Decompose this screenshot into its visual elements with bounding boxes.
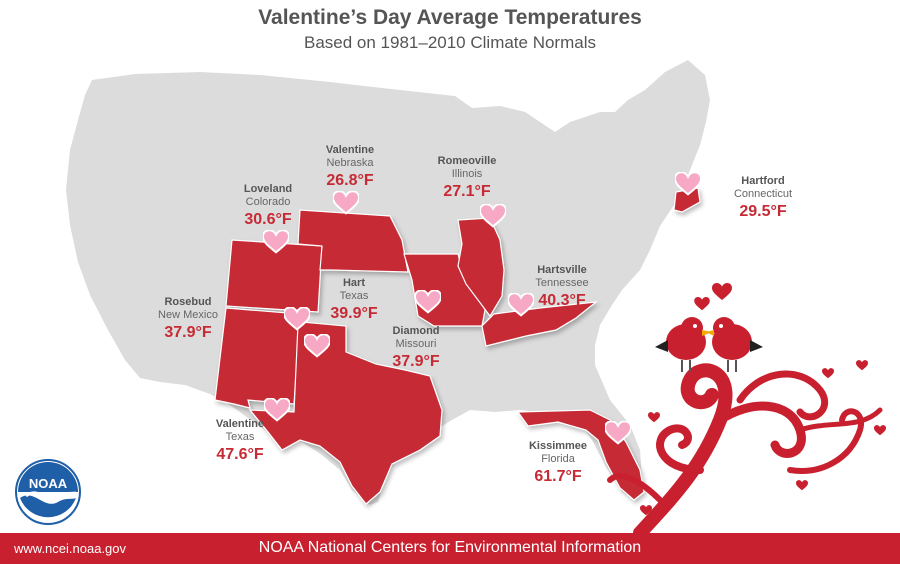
- location-label: Diamond Missouri 37.9°F: [392, 325, 440, 371]
- map-subtitle: Based on 1981–2010 Climate Normals: [303, 33, 596, 52]
- location-label: Loveland Colorado 30.6°F: [243, 183, 293, 229]
- location-label: Hartsville Tennessee 40.3°F: [535, 264, 589, 310]
- noaa-logo: NOAA: [15, 459, 81, 525]
- location-label: Valentine Nebraska 26.8°F: [325, 144, 375, 190]
- location-label: Hart Texas 39.9°F: [330, 277, 378, 323]
- footer-bar: www.ncei.noaa.gov NOAA National Centers …: [0, 533, 900, 564]
- location-label: Hartford Connecticut 29.5°F: [733, 175, 793, 221]
- map-title: Valentine’s Day Average Temperatures: [258, 6, 642, 29]
- state-colorado: [225, 239, 323, 313]
- state-tennessee: [481, 301, 598, 347]
- valentine-tree-decoration: [607, 363, 883, 533]
- footer-org: NOAA National Centers for Environmental …: [258, 539, 642, 556]
- location-label: Rosebud New Mexico 37.9°F: [158, 296, 218, 342]
- footer-url[interactable]: www.ncei.noaa.gov: [14, 541, 127, 556]
- location-label: Kissimmee Florida 61.7°F: [528, 440, 588, 486]
- state-texas: [248, 321, 443, 505]
- love-birds-decoration: [655, 317, 763, 372]
- us-map: [66, 60, 886, 533]
- state-illinois: [457, 217, 505, 318]
- location-label: Valentine Texas 47.6°F: [215, 418, 265, 464]
- svg-text:NOAA: NOAA: [29, 476, 68, 491]
- state-nebraska: [297, 209, 409, 273]
- location-label: Romeoville Illinois 27.1°F: [437, 155, 497, 201]
